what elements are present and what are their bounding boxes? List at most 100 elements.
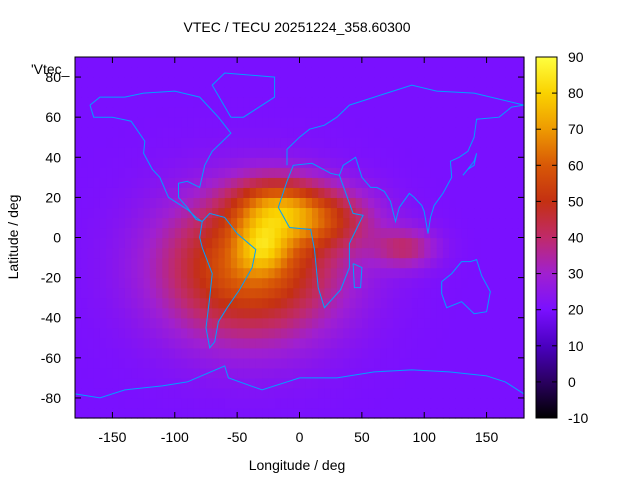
heatmap-cell	[336, 77, 344, 88]
heatmap-cell	[118, 327, 126, 339]
heatmap-cell	[193, 217, 201, 229]
heatmap-cell	[87, 117, 95, 128]
heatmap-cell	[149, 237, 157, 249]
heatmap-cell	[124, 397, 132, 409]
heatmap-cell	[205, 387, 213, 399]
heatmap-cell	[393, 247, 400, 259]
heatmap-cell	[230, 407, 238, 419]
heatmap-cell	[436, 277, 444, 289]
heatmap-cell	[230, 327, 238, 339]
heatmap-cell	[355, 327, 363, 339]
heatmap-cell	[430, 327, 438, 339]
heatmap-cell	[237, 297, 244, 309]
heatmap-cell	[187, 117, 195, 128]
heatmap-cell	[442, 147, 450, 158]
heatmap-cell	[280, 287, 288, 299]
heatmap-cell	[361, 407, 369, 419]
heatmap-cell	[343, 57, 350, 68]
heatmap-cell	[311, 77, 319, 88]
heatmap-cell	[374, 327, 382, 339]
heatmap-cell	[480, 297, 488, 309]
heatmap-cell	[405, 187, 413, 198]
heatmap-cell	[193, 337, 201, 349]
heatmap-cell	[218, 217, 226, 229]
heatmap-cell	[442, 297, 450, 309]
heatmap-cell	[355, 137, 363, 148]
heatmap-cell	[505, 97, 513, 108]
heatmap-cell	[255, 267, 263, 279]
heatmap-cell	[361, 187, 369, 198]
heatmap-cell	[436, 357, 444, 369]
heatmap-cell	[299, 167, 307, 178]
heatmap-cell	[430, 187, 438, 198]
heatmap-cell	[517, 387, 525, 399]
heatmap-cell	[230, 297, 238, 309]
heatmap-cell	[442, 317, 450, 329]
heatmap-cell	[262, 137, 269, 148]
heatmap-cell	[237, 87, 244, 98]
heatmap-cell	[330, 367, 338, 379]
heatmap-cell	[455, 97, 463, 108]
heatmap-cell	[411, 197, 419, 209]
heatmap-cell	[187, 297, 195, 309]
heatmap-cell	[361, 327, 369, 339]
heatmap-cell	[168, 177, 176, 188]
heatmap-cell	[93, 307, 101, 319]
heatmap-cell	[99, 287, 107, 299]
heatmap-cell	[124, 287, 132, 299]
heatmap-cell	[181, 187, 188, 198]
heatmap-cell	[486, 367, 494, 379]
heatmap-cell	[149, 287, 157, 299]
heatmap-cell	[262, 267, 269, 279]
heatmap-cell	[499, 407, 506, 419]
heatmap-cell	[417, 387, 425, 399]
heatmap-cell	[280, 277, 288, 289]
heatmap-cell	[274, 247, 282, 259]
heatmap-cell	[205, 327, 213, 339]
heatmap-cell	[143, 77, 151, 88]
heatmap-cell	[87, 207, 95, 219]
heatmap-cell	[93, 317, 101, 329]
heatmap-cell	[455, 177, 463, 188]
heatmap-cell	[492, 137, 500, 148]
heatmap-cell	[343, 187, 350, 198]
heatmap-cell	[393, 187, 400, 198]
heatmap-cell	[349, 377, 357, 389]
heatmap-cell	[386, 407, 394, 419]
heatmap-cell	[93, 197, 101, 209]
heatmap-cell	[75, 97, 82, 108]
heatmap-cell	[343, 227, 350, 239]
heatmap-cell	[380, 87, 388, 98]
heatmap-cell	[230, 337, 238, 349]
chart-title: VTEC / TECU 20251224_358.60300	[183, 19, 410, 35]
heatmap-cell	[193, 137, 201, 148]
heatmap-cell	[330, 227, 338, 239]
heatmap-cell	[361, 377, 369, 389]
heatmap-cell	[243, 217, 251, 229]
heatmap-cell	[311, 277, 319, 289]
heatmap-cell	[81, 197, 89, 209]
heatmap-cell	[492, 147, 500, 158]
heatmap-cell	[237, 147, 244, 158]
heatmap-cell	[87, 137, 95, 148]
heatmap-cell	[274, 397, 282, 409]
heatmap-cell	[268, 197, 276, 209]
heatmap-cell	[168, 57, 176, 68]
heatmap-cell	[293, 247, 301, 259]
heatmap-cell	[181, 367, 188, 379]
heatmap-cell	[399, 167, 407, 178]
heatmap-cell	[168, 107, 176, 118]
heatmap-cell	[417, 407, 425, 419]
heatmap-cell	[181, 347, 188, 359]
heatmap-cell	[467, 407, 475, 419]
heatmap-cell	[224, 317, 232, 329]
heatmap-cell	[461, 127, 469, 138]
heatmap-cell	[380, 367, 388, 379]
heatmap-cell	[205, 407, 213, 419]
heatmap-cell	[361, 197, 369, 209]
heatmap-cell	[137, 217, 145, 229]
heatmap-cell	[311, 367, 319, 379]
heatmap-cell	[187, 227, 195, 239]
heatmap-cell	[336, 157, 344, 168]
heatmap-cell	[318, 197, 326, 209]
